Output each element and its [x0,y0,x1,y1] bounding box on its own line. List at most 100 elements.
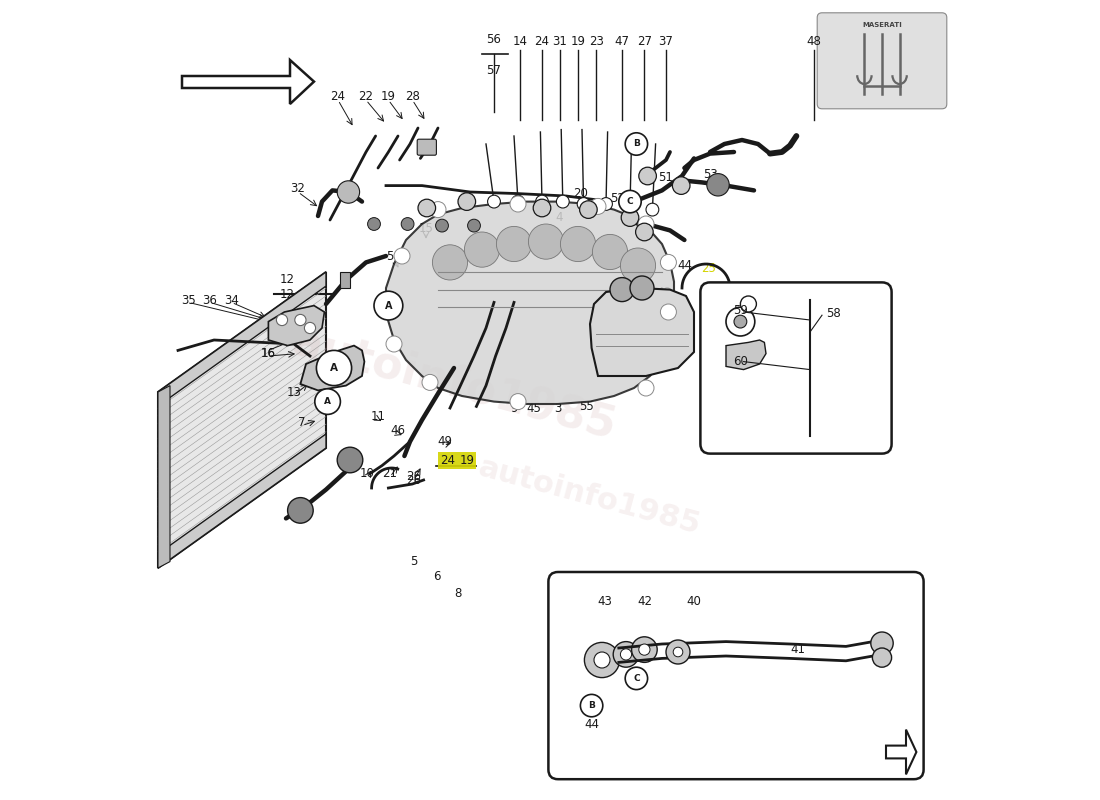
Circle shape [610,278,634,302]
Text: 41: 41 [791,643,805,656]
Text: MASERATI: MASERATI [862,22,902,28]
Circle shape [740,296,757,312]
Text: 31: 31 [552,35,567,48]
Polygon shape [158,272,326,406]
Text: 44: 44 [676,259,692,272]
Text: A: A [324,397,331,406]
Circle shape [620,649,631,660]
Text: 46: 46 [390,424,406,437]
Circle shape [338,447,363,473]
Circle shape [580,201,597,218]
Circle shape [666,640,690,664]
Text: 49: 49 [437,435,452,448]
Text: 20: 20 [573,187,587,200]
Text: 16: 16 [261,347,276,360]
Text: 47: 47 [615,35,629,48]
Text: 7: 7 [298,416,306,429]
Text: autoinfo1985: autoinfo1985 [287,320,620,448]
Text: 4: 4 [556,211,563,224]
Circle shape [707,174,729,196]
Circle shape [338,181,360,203]
Text: 48: 48 [657,286,671,298]
Circle shape [295,314,306,326]
Circle shape [510,196,526,212]
Text: B: B [588,701,595,710]
Circle shape [315,389,340,414]
Text: 53: 53 [703,168,717,181]
Circle shape [578,198,590,210]
Circle shape [600,198,613,210]
Circle shape [560,226,595,262]
Polygon shape [268,306,324,346]
Text: 12: 12 [280,274,295,286]
Circle shape [638,380,654,396]
Polygon shape [726,340,766,370]
Circle shape [317,350,352,386]
Circle shape [726,307,755,336]
Polygon shape [158,272,326,568]
Circle shape [621,209,639,226]
Text: 37: 37 [659,35,673,48]
Circle shape [734,315,747,328]
Text: 38: 38 [717,291,732,304]
Polygon shape [182,60,314,104]
Circle shape [528,224,563,259]
Text: 19: 19 [460,454,474,467]
Circle shape [594,652,610,668]
Polygon shape [886,730,916,774]
Circle shape [593,234,628,270]
Text: A: A [390,307,398,320]
Text: 22: 22 [359,90,374,102]
Circle shape [672,177,690,194]
Circle shape [422,374,438,390]
Text: 3: 3 [554,402,562,414]
Text: 16: 16 [261,347,276,360]
Text: 27: 27 [637,35,652,48]
Text: 26: 26 [407,474,421,486]
Text: 24: 24 [440,454,455,467]
Circle shape [639,167,657,185]
Text: 51: 51 [659,171,673,184]
Text: 21: 21 [383,467,397,480]
Circle shape [613,642,639,667]
Circle shape [432,245,468,280]
Text: 58: 58 [826,307,840,320]
Text: 36: 36 [202,294,218,306]
Circle shape [660,304,676,320]
Text: C: C [634,674,640,683]
Circle shape [374,291,403,320]
Circle shape [630,276,654,300]
Text: 52: 52 [610,192,626,205]
Text: 13: 13 [287,386,301,398]
Text: 48: 48 [806,35,822,48]
Polygon shape [590,288,694,376]
Text: 11: 11 [371,410,385,422]
Text: 34: 34 [224,294,239,306]
Text: 40: 40 [686,595,702,608]
Circle shape [287,498,314,523]
FancyBboxPatch shape [417,139,437,155]
Text: 14: 14 [513,35,528,48]
Text: 28: 28 [405,90,420,102]
Polygon shape [158,386,170,568]
Text: 2: 2 [682,322,690,334]
Circle shape [512,195,525,208]
Circle shape [367,218,381,230]
Circle shape [872,648,892,667]
Text: 42: 42 [637,595,652,608]
Text: 55: 55 [579,400,593,413]
Text: 35: 35 [182,294,196,306]
Text: 43: 43 [597,595,612,608]
Polygon shape [158,434,326,568]
Text: 5: 5 [410,555,418,568]
Circle shape [625,667,648,690]
Text: 10: 10 [360,467,375,480]
Circle shape [487,195,500,208]
Text: 2: 2 [671,315,678,328]
Text: 26: 26 [407,470,421,483]
Circle shape [673,647,683,657]
Circle shape [402,218,414,230]
Text: 15: 15 [419,222,433,234]
Circle shape [394,248,410,264]
Text: 39: 39 [661,258,675,270]
